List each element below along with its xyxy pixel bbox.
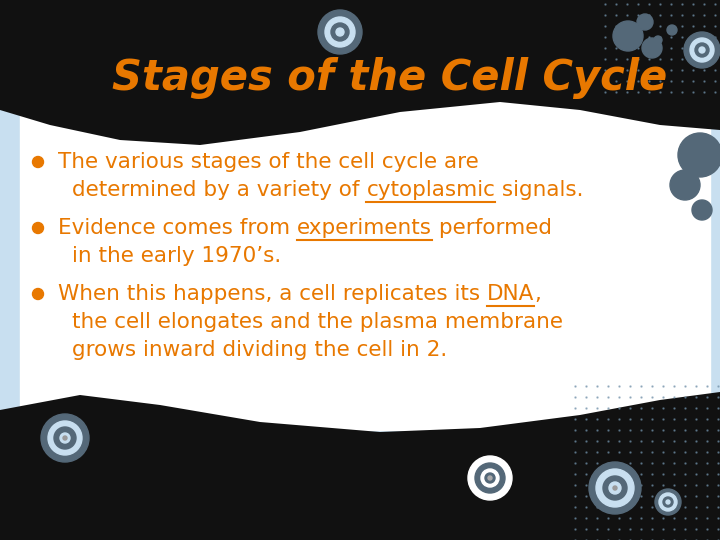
Circle shape (684, 32, 720, 68)
Polygon shape (0, 392, 720, 540)
Text: the cell elongates and the plasma membrane: the cell elongates and the plasma membra… (72, 312, 563, 332)
Text: cytoplasmic: cytoplasmic (366, 180, 495, 200)
Text: The various stages of the cell cycle are: The various stages of the cell cycle are (58, 152, 479, 172)
Circle shape (589, 462, 641, 514)
Bar (20, 85, 710, 430)
Circle shape (609, 482, 621, 494)
Circle shape (331, 23, 349, 41)
Circle shape (603, 476, 627, 500)
Circle shape (318, 10, 362, 54)
Circle shape (642, 38, 662, 58)
Circle shape (690, 38, 714, 62)
Circle shape (325, 17, 355, 47)
Circle shape (32, 222, 43, 233)
Circle shape (667, 25, 677, 35)
Polygon shape (0, 428, 720, 540)
Text: When this happens, a cell replicates its: When this happens, a cell replicates its (58, 284, 487, 304)
Text: Evidence comes from: Evidence comes from (58, 218, 297, 238)
Circle shape (655, 489, 681, 515)
Circle shape (336, 28, 344, 36)
Circle shape (666, 500, 670, 504)
Circle shape (32, 157, 43, 167)
Polygon shape (0, 0, 720, 145)
Circle shape (481, 469, 499, 487)
Circle shape (485, 473, 495, 483)
Text: experiments: experiments (297, 218, 432, 238)
Text: grows inward dividing the cell in 2.: grows inward dividing the cell in 2. (72, 340, 447, 360)
Circle shape (692, 200, 712, 220)
Circle shape (475, 463, 505, 493)
Text: signals.: signals. (495, 180, 584, 200)
Circle shape (670, 170, 700, 200)
Circle shape (613, 486, 617, 490)
Circle shape (695, 43, 709, 57)
Text: determined by a variety of: determined by a variety of (72, 180, 366, 200)
Text: performed: performed (432, 218, 552, 238)
Circle shape (613, 21, 643, 51)
Polygon shape (0, 472, 720, 540)
Circle shape (654, 36, 662, 44)
Circle shape (63, 436, 67, 440)
Circle shape (699, 47, 705, 53)
Circle shape (488, 476, 492, 480)
Circle shape (48, 421, 82, 455)
Circle shape (60, 433, 70, 443)
Circle shape (54, 427, 76, 449)
Circle shape (659, 493, 677, 511)
Polygon shape (0, 0, 720, 105)
Text: ,: , (534, 284, 541, 304)
Circle shape (32, 288, 43, 300)
Circle shape (637, 14, 653, 30)
Circle shape (41, 414, 89, 462)
Text: Stages of the Cell Cycle: Stages of the Cell Cycle (112, 57, 667, 99)
Circle shape (596, 469, 634, 507)
Text: DNA: DNA (487, 284, 534, 304)
Circle shape (678, 133, 720, 177)
Circle shape (663, 497, 673, 507)
Circle shape (468, 456, 512, 500)
Polygon shape (0, 0, 720, 60)
Text: in the early 1970’s.: in the early 1970’s. (72, 246, 282, 266)
